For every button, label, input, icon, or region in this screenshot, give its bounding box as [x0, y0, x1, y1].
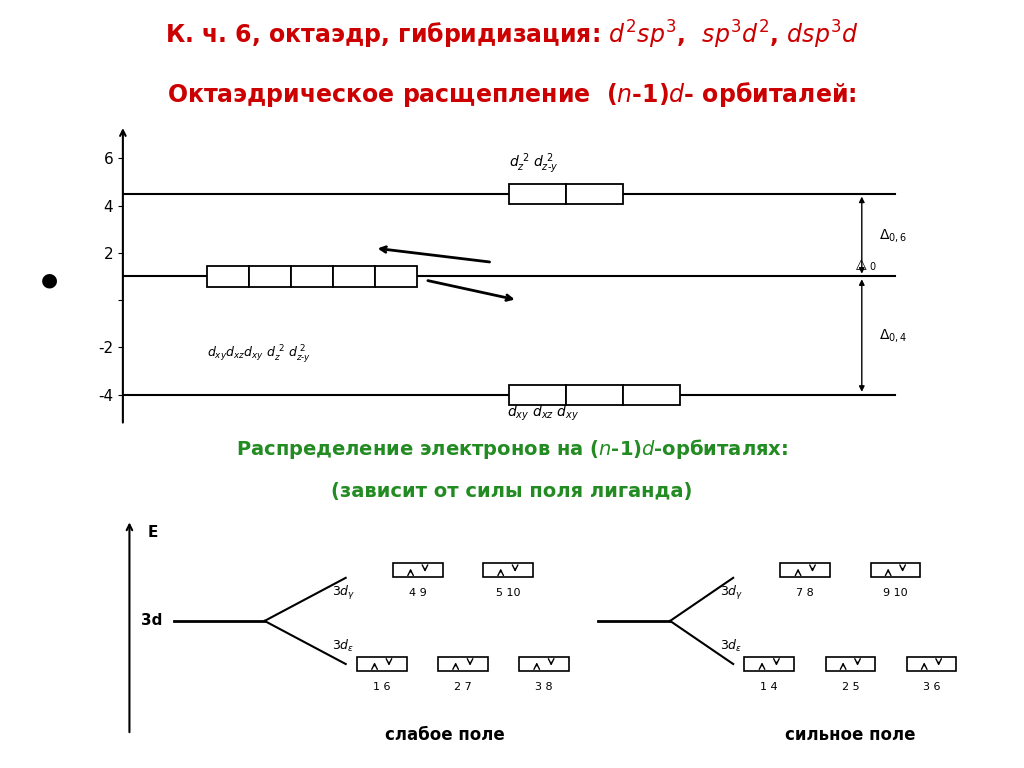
Text: (зависит от силы поля лиганда): (зависит от силы поля лиганда)	[332, 482, 692, 501]
Bar	[249, 266, 291, 286]
Text: $3d_\gamma$: $3d_\gamma$	[332, 584, 355, 602]
Bar	[825, 657, 876, 671]
Bar	[906, 657, 956, 671]
Bar	[357, 657, 407, 671]
Text: сильное поле: сильное поле	[785, 726, 915, 744]
Text: Распределение электронов на ($\mathit{n}$-1)$\mathit{d}$-орбиталях:: Распределение электронов на ($\mathit{n}…	[236, 437, 788, 462]
Bar	[438, 657, 487, 671]
Bar	[566, 385, 624, 405]
Bar	[870, 563, 921, 578]
Bar	[333, 266, 375, 286]
Text: $\Delta_{0,6}$: $\Delta_{0,6}$	[879, 227, 907, 243]
Text: $d_z^{\ 2}\ d_{z\text{-}y}^{\ 2}$: $d_z^{\ 2}\ d_{z\text{-}y}^{\ 2}$	[509, 151, 558, 176]
Text: 4 9: 4 9	[409, 588, 427, 598]
Text: $\triangle_0$: $\triangle_0$	[853, 257, 878, 273]
Text: $d_{xy}d_{xz}d_{xy}\ d_z^{\ 2}\ d_{z\text{-}y}^{\ 2}$: $d_{xy}d_{xz}d_{xy}\ d_z^{\ 2}\ d_{z\tex…	[207, 343, 311, 365]
Text: Октаэдрическое расщепление  ($\mathit{n}$-1)$\mathit{d}$- орбиталей:: Октаэдрическое расщепление ($\mathit{n}$…	[167, 80, 857, 109]
Text: 3d: 3d	[141, 614, 163, 628]
Text: 3 8: 3 8	[536, 682, 553, 692]
Bar	[509, 184, 566, 204]
Text: 1 4: 1 4	[761, 682, 778, 692]
Text: $d_{xy}\ d_{xz}\ d_{xy}$: $d_{xy}\ d_{xz}\ d_{xy}$	[508, 404, 580, 423]
Bar	[291, 266, 333, 286]
Text: $3d_\gamma$: $3d_\gamma$	[720, 584, 743, 602]
Bar	[744, 657, 794, 671]
Bar	[393, 563, 442, 578]
Text: ●: ●	[41, 271, 58, 290]
Bar	[509, 385, 566, 405]
Text: E: E	[147, 525, 158, 540]
Text: К. ч. 6, октаэдр, гибридизация: $\mathit{d}^2\mathit{sp}^3$,  $\mathit{sp}^3\mat: К. ч. 6, октаэдр, гибридизация: $\mathit…	[165, 18, 859, 51]
Text: 3 6: 3 6	[923, 682, 940, 692]
Text: 9 10: 9 10	[883, 588, 907, 598]
Text: 2 5: 2 5	[842, 682, 859, 692]
Bar	[207, 266, 249, 286]
Text: 2 7: 2 7	[454, 682, 472, 692]
Text: слабое поле: слабое поле	[385, 726, 505, 744]
Text: 5 10: 5 10	[496, 588, 520, 598]
Bar	[375, 266, 417, 286]
Text: 1 6: 1 6	[373, 682, 390, 692]
Bar	[780, 563, 830, 578]
Bar	[566, 184, 624, 204]
Text: $3d_\varepsilon$: $3d_\varepsilon$	[720, 638, 742, 654]
Text: 7 8: 7 8	[797, 588, 814, 598]
Bar	[624, 385, 680, 405]
Bar	[483, 563, 532, 578]
Text: $\Delta_{0,4}$: $\Delta_{0,4}$	[879, 327, 907, 344]
Text: $3d_\varepsilon$: $3d_\varepsilon$	[332, 638, 354, 654]
Bar	[519, 657, 568, 671]
